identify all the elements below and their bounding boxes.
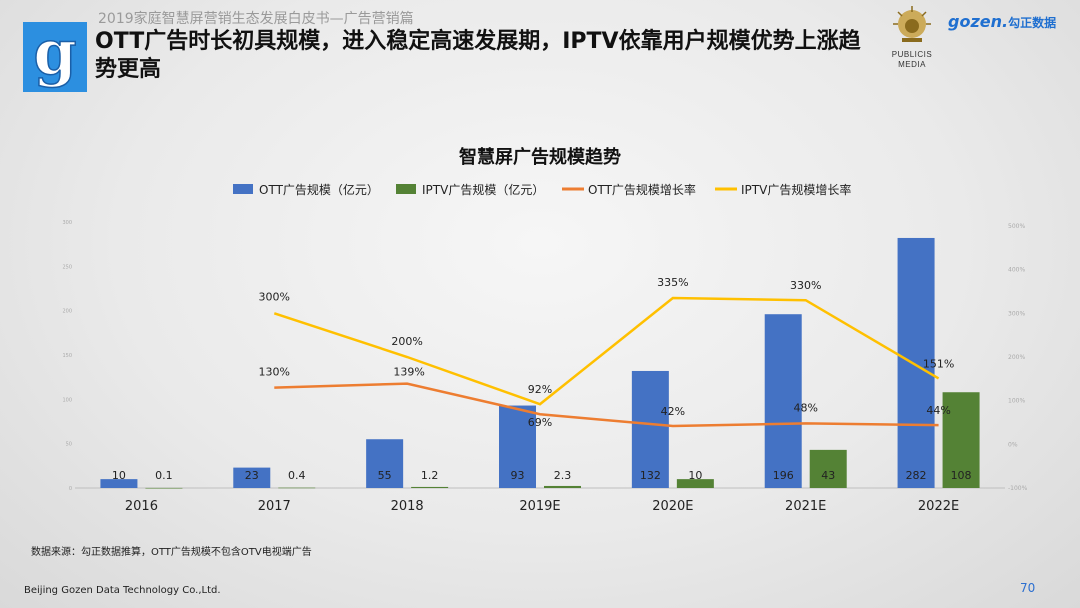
ott-growth-label: 42% [661, 405, 685, 418]
ott-bar [233, 467, 271, 488]
legend-label-4: IPTV广告规模增长率 [741, 182, 851, 197]
iptv-bar [544, 485, 581, 488]
iptv-growth-label: 330% [790, 279, 821, 292]
iptv-bar-label: 10 [688, 469, 702, 482]
x-tick-label: 2022E [918, 499, 959, 514]
ott-bar-label: 55 [378, 469, 392, 482]
lion-emblem-icon [893, 6, 931, 42]
iptv-bar [278, 487, 316, 489]
right-axis-tick: 200% [1008, 354, 1025, 361]
iptv-bar-label: 0.1 [155, 469, 173, 482]
x-tick-label: 2021E [785, 499, 826, 514]
iptv-bar [942, 392, 980, 488]
legend-label-1: OTT广告规模（亿元） [259, 182, 379, 197]
left-axis-tick: 300 [62, 220, 72, 226]
ott-bar [499, 405, 536, 488]
x-tick-label: 2017 [258, 499, 291, 514]
ott-growth-line [274, 382, 939, 428]
ott-growth-label: 44% [926, 404, 950, 417]
page-title: OTT广告时长初具规模，进入稳定高速发展期，IPTV依靠用户规模优势上涨趋势更高 [95, 29, 861, 82]
right-axis-tick: 0% [1008, 441, 1018, 448]
right-axis-tick: 100% [1008, 398, 1025, 405]
gozen-g-logo: g [23, 22, 87, 92]
right-axis-tick: -100% [1008, 485, 1028, 492]
left-axis-tick: 0 [69, 486, 72, 492]
iptv-bar-label: 1.2 [421, 469, 439, 482]
ott-bar-label: 282 [906, 469, 927, 482]
publicis-line1: PUBLICIS [891, 50, 933, 59]
gozen-logo-en: gozen. [948, 12, 1009, 31]
ott-bar [100, 479, 138, 488]
iptv-growth-label: 200% [391, 335, 422, 348]
page-number: 70 [1020, 581, 1036, 595]
iptv-bar [411, 486, 449, 488]
legend-label-3: OTT广告规模增长率 [588, 182, 696, 197]
ott-growth-label: 139% [393, 366, 424, 379]
gozen-logo: gozen.勾正数据 [948, 12, 1068, 36]
ott-bar [631, 370, 669, 488]
x-tick-label: 2019E [519, 499, 560, 514]
left-axis-tick: 100 [62, 397, 72, 403]
publicis-line2: MEDIA [898, 60, 926, 69]
iptv-bar-label: 2.3 [554, 469, 572, 482]
ott-growth-label: 69% [528, 416, 552, 429]
iptv-bar [676, 479, 714, 488]
ott-bar-label: 132 [640, 469, 661, 482]
legend-swatch-1 [233, 184, 253, 194]
iptv-bar-label: 108 [951, 469, 972, 482]
iptv-growth-label: 300% [259, 290, 290, 303]
iptv-bar [145, 487, 183, 489]
iptv-bar [809, 449, 847, 488]
iptv-bar-label: 0.4 [288, 469, 306, 482]
data-source-note: 数据来源：勾正数据推算，OTT广告规模不包含OTV电视端广告 [31, 547, 312, 558]
ott-growth-label: 48% [793, 401, 817, 414]
chart-title: 智慧屏广告规模趋势 [459, 146, 621, 168]
right-axis-tick: 300% [1008, 310, 1025, 317]
x-tick-label: 2020E [652, 499, 693, 514]
legend-swatch-2 [396, 184, 416, 194]
right-axis-tick: 400% [1008, 267, 1025, 274]
publicis-media-logo: PUBLICIS MEDIA [880, 2, 944, 72]
ott-bar-label: 23 [245, 469, 259, 482]
iptv-growth-label: 92% [528, 383, 552, 396]
left-axis-tick: 200 [62, 309, 72, 315]
iptv-growth-label: 151% [923, 357, 954, 370]
right-axis-tick: 500% [1008, 223, 1025, 230]
left-axis-tick: 250 [62, 264, 72, 270]
ott-bar-label: 196 [773, 469, 794, 482]
iptv-bar-label: 43 [821, 469, 835, 482]
logo-g-letter: g [33, 22, 76, 89]
ott-bar [897, 237, 935, 488]
ott-bar [764, 314, 802, 488]
company-name: Beijing Gozen Data Technology Co.,Ltd. [24, 585, 221, 596]
left-axis-tick: 150 [62, 353, 72, 359]
breadcrumb: 2019家庭智慧屏营销生态发展白皮书—广告营销篇 [98, 11, 414, 27]
ott-bar-label: 93 [511, 469, 525, 482]
x-tick-label: 2016 [125, 499, 158, 514]
x-tick-label: 2018 [391, 499, 424, 514]
iptv-growth-line [273, 296, 940, 406]
legend-label-2: IPTV广告规模（亿元） [422, 182, 544, 197]
left-axis-tick: 50 [66, 442, 72, 448]
gozen-logo-cn: 勾正数据 [1008, 16, 1057, 30]
iptv-growth-label: 335% [657, 276, 688, 289]
ott-bar-label: 10 [112, 469, 126, 482]
ott-growth-label: 130% [259, 366, 290, 379]
ott-bar [366, 439, 404, 488]
